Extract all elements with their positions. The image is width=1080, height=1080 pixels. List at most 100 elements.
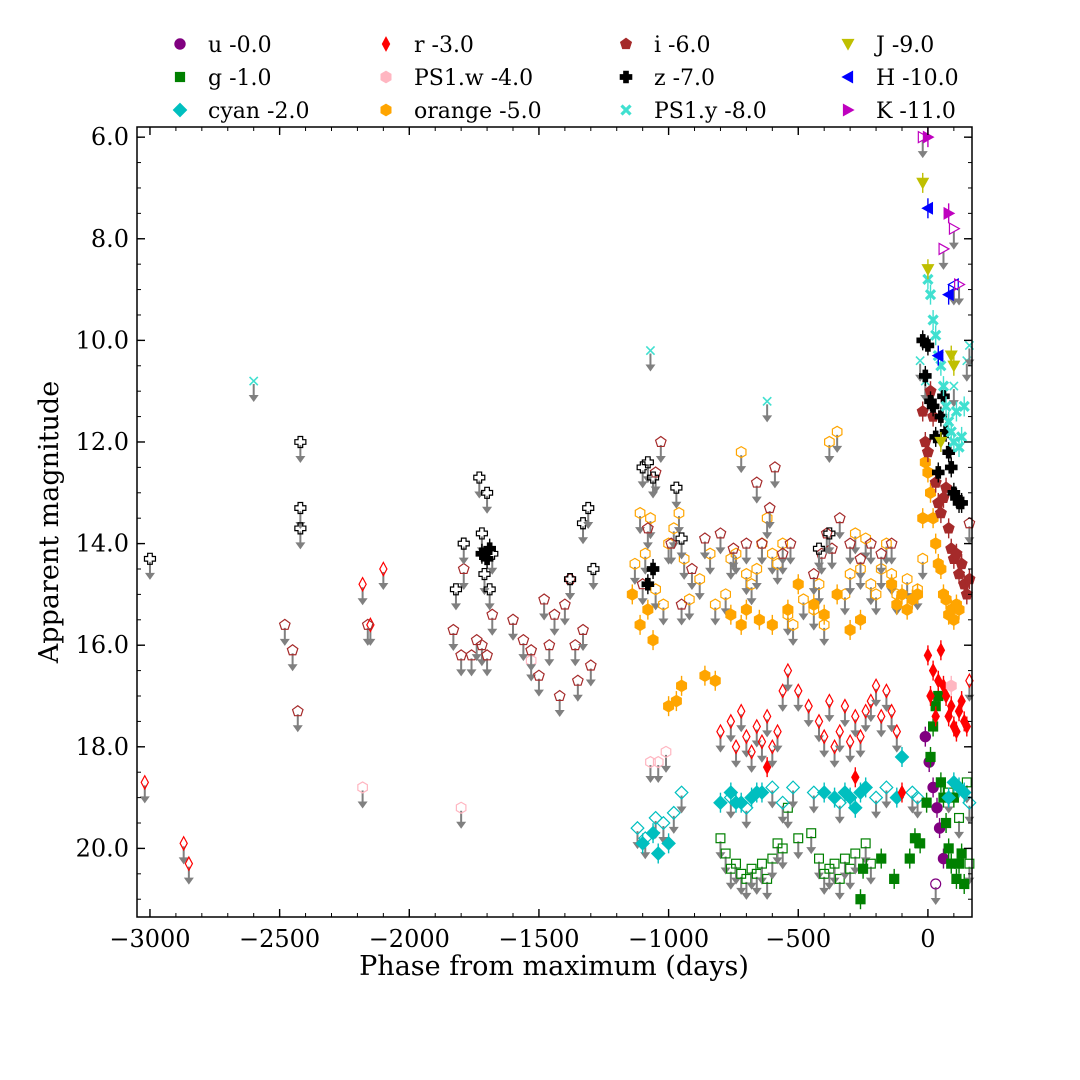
upper-limit-r-3-0 — [825, 693, 834, 709]
upper-limit-cyan-2-0 — [910, 790, 925, 805]
upper-limit-i-6-0 — [750, 476, 763, 488]
upper-limit-r-3-0 — [845, 733, 855, 750]
limit-arrow-head-i-6-0 — [533, 689, 544, 697]
upper-limit-g-1-0 — [964, 858, 975, 869]
detection-r-3-0 — [762, 759, 772, 775]
upper-limit-i-6-0 — [844, 537, 857, 549]
limit-arrow-head-r-3-0 — [357, 598, 368, 606]
limit-arrow-head-z-7-0 — [295, 542, 306, 550]
upper-limit-i-6-0 — [776, 547, 789, 559]
limit-arrow-head-i-6-0 — [865, 557, 876, 565]
limit-arrow-head-i-6-0 — [471, 654, 482, 662]
upper-limit-r-3-0 — [736, 703, 746, 720]
limit-arrow-head-i-6-0 — [554, 710, 565, 718]
upper-limit-r-3-0 — [804, 698, 813, 715]
upper-limit-g-1-0 — [756, 858, 767, 869]
upper-limit-r-3-0 — [747, 744, 756, 760]
detection-cyan-2-0 — [858, 780, 874, 795]
limit-arrow-head-i-6-0 — [287, 664, 298, 672]
detection-g-1-0 — [940, 817, 952, 829]
limit-arrow-head-g-1-0 — [720, 867, 731, 875]
legend-label-ps1-w-4-0: PS1.w -4.0 — [414, 66, 533, 91]
upper-limit-g-1-0 — [839, 853, 850, 864]
upper-limit-i-6-0 — [641, 522, 654, 534]
limit-arrow-head-orange-5-0 — [725, 572, 736, 580]
detection-ps1-w-4-0 — [945, 679, 957, 693]
upper-limit-i-6-0 — [447, 623, 460, 636]
x-tick-label: −3000 — [109, 925, 190, 953]
limit-arrow-head-r-3-0 — [725, 735, 736, 743]
x-tick-label: −2000 — [369, 925, 450, 953]
detection-orange-5-0 — [740, 603, 752, 616]
upper-limit-i-6-0 — [649, 466, 662, 478]
limit-arrow-head-orange-5-0 — [762, 532, 773, 540]
limit-arrow-head-r-3-0 — [876, 730, 887, 738]
limit-arrow-head-z-7-0 — [565, 593, 576, 601]
upper-limit-ps1-w-4-0 — [652, 755, 664, 769]
limit-arrow-head-i-6-0 — [508, 633, 519, 641]
detection-orange-5-0 — [699, 669, 711, 683]
legend-marker-r-3-0 — [381, 36, 391, 52]
upper-limit-g-1-0 — [814, 853, 825, 864]
limit-arrow-head-z-7-0 — [583, 522, 594, 530]
limit-arrow-head-orange-5-0 — [865, 598, 876, 606]
upper-limit-orange-5-0 — [735, 445, 747, 459]
upper-limit-r-3-0 — [876, 708, 886, 725]
upper-limit-ps1-w-4-0 — [357, 781, 368, 794]
limit-arrow-head-g-1-0 — [731, 877, 742, 885]
limit-arrow-head-r-3-0 — [715, 745, 726, 753]
upper-limit-z-7-0 — [449, 583, 463, 596]
detection-j-9-0 — [934, 436, 948, 449]
limit-arrow-head-i-6-0 — [777, 567, 788, 575]
limit-arrow-head-ps1-w-4-0 — [661, 765, 672, 773]
limit-arrow-head-orange-5-0 — [824, 455, 835, 463]
detection-j-9-0 — [921, 264, 935, 276]
upper-limit-orange-5-0 — [673, 506, 685, 520]
limit-arrow-head-ps1-y-8-0 — [645, 364, 656, 372]
upper-limit-orange-5-0 — [798, 593, 809, 606]
detection-ps1-y-8-0 — [930, 329, 942, 341]
detection-u-0-0 — [919, 730, 932, 743]
x-tick-label: −500 — [765, 925, 831, 953]
detection-orange-5-0 — [709, 674, 721, 688]
limit-arrow-head-orange-5-0 — [710, 618, 721, 626]
upper-limit-orange-5-0 — [751, 562, 763, 576]
upper-limit-i-6-0 — [727, 542, 740, 554]
detection-cyan-2-0 — [827, 790, 842, 805]
upper-limit-r-3-0 — [726, 713, 736, 730]
detection-g-1-0 — [876, 853, 887, 864]
detection-ps1-y-8-0-stroke-b — [930, 329, 942, 341]
detection-ps1-y-8-0-stroke-b — [958, 400, 970, 413]
upper-limit-i-6-0 — [543, 638, 556, 651]
limit-arrow-head-r-3-0 — [891, 745, 902, 753]
upper-limit-z-7-0 — [576, 517, 590, 530]
detection-g-1-0 — [959, 878, 970, 890]
upper-limit-ps1-y-8-0-stroke-b — [645, 345, 656, 356]
limit-arrow-head-r-3-0 — [871, 699, 882, 707]
upper-limit-r-3-0 — [778, 683, 787, 699]
detection-z-7-0 — [926, 400, 940, 413]
limit-arrow-head-i-6-0 — [292, 725, 303, 733]
limit-arrow-head-g-1-0 — [751, 887, 762, 895]
upper-limit-z-7-0 — [478, 567, 491, 581]
limit-arrow-head-r-3-0 — [865, 715, 876, 723]
detection-g-1-0 — [889, 873, 900, 884]
upper-limit-r-3-0 — [856, 728, 865, 745]
upper-limit-z-7-0 — [670, 481, 683, 494]
detection-orange-5-0 — [854, 613, 866, 627]
limit-arrow-head-i-6-0 — [785, 557, 796, 565]
limit-arrow-head-orange-5-0 — [788, 638, 799, 646]
legend-label-u-0-0: u -0.0 — [208, 33, 272, 58]
limit-arrow-head-orange-5-0 — [679, 572, 690, 580]
detection-cyan-2-0 — [956, 785, 972, 800]
limit-arrow-head-g-1-0 — [839, 872, 850, 880]
limit-arrow-head-cyan-2-0 — [907, 806, 918, 814]
limit-arrow-head-orange-5-0 — [917, 572, 928, 580]
upper-limit-i-6-0 — [286, 644, 299, 656]
detection-g-1-0 — [855, 894, 866, 905]
upper-limit-orange-5-0 — [818, 618, 830, 632]
upper-limit-g-1-0 — [731, 858, 742, 869]
limit-arrow-head-cyan-2-0 — [834, 816, 845, 824]
limit-arrow-head-orange-5-0 — [839, 608, 850, 616]
